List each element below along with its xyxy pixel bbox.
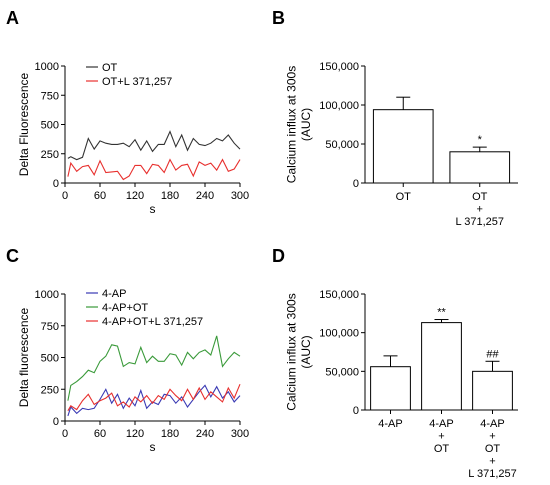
legend-label: OT+L 371,257 — [102, 76, 172, 88]
y-tick-label: 50,000 — [325, 366, 359, 378]
y-tick-label: 500 — [41, 353, 59, 365]
y-tick-label: 1000 — [35, 289, 59, 301]
bar — [449, 151, 511, 184]
bar — [472, 370, 513, 411]
y-axis-label: Calcium influx at 300s(AUC) — [285, 66, 313, 183]
x-tick-label: 300 — [231, 190, 249, 202]
line-chart-c: 0 250 500 750 1000 Delta fluorescence 0 60 120 18… — [17, 288, 249, 454]
y-tick-label: 500 — [41, 120, 59, 132]
y-tick-label: 50,000 — [325, 139, 359, 151]
x-tick-label: 240 — [196, 428, 214, 440]
category-label: 4-AP — [480, 418, 504, 430]
y-tick-label: 150,000 — [319, 61, 359, 73]
category-label: + — [477, 204, 483, 216]
y-tick-label: 0 — [53, 178, 59, 190]
legend-label: 4-AP — [102, 288, 126, 300]
x-tick-label: 180 — [161, 190, 179, 202]
y-tick-label: 0 — [353, 405, 359, 417]
x-axis-label: s — [150, 440, 156, 454]
x-tick-label: 0 — [62, 190, 68, 202]
y-tick-label: 250 — [41, 384, 59, 396]
x-tick-label: 120 — [126, 428, 144, 440]
bar — [372, 109, 434, 184]
x-tick-label: 300 — [231, 428, 249, 440]
y-tick-label: 150,000 — [319, 289, 359, 301]
category-label: OT — [472, 191, 488, 203]
category-label: OT — [434, 443, 450, 455]
category-label: OT — [485, 443, 501, 455]
x-tick-label: 240 — [196, 190, 214, 202]
series-line-0 — [67, 130, 241, 161]
series-line-1 — [67, 335, 241, 401]
significance-mark: ## — [486, 348, 499, 360]
category-label: + — [489, 456, 495, 468]
significance-mark: ** — [437, 307, 446, 319]
y-tick-label: 1000 — [35, 61, 59, 73]
x-tick-label: 60 — [94, 428, 106, 440]
legend-label: 4-AP+OT — [102, 302, 148, 314]
panel-letter-d: D — [272, 246, 285, 266]
category-label: + — [489, 431, 495, 443]
category-label: 4-AP — [378, 418, 402, 430]
x-tick-label: 60 — [94, 190, 106, 202]
panel-letter-a: A — [6, 8, 19, 28]
x-tick-label: 180 — [161, 428, 179, 440]
panel-letter-b: B — [272, 8, 285, 28]
category-label: 4-AP — [429, 418, 453, 430]
series-line-0 — [67, 384, 241, 417]
category-label: L 371,257 — [455, 216, 504, 228]
category-label: L 371,257 — [468, 468, 517, 480]
y-tick-label: 100,000 — [319, 328, 359, 340]
y-axis-label: Delta fluorescence — [17, 307, 31, 407]
y-axis-label: Delta Fluorescence — [17, 72, 31, 176]
y-tick-label: 750 — [41, 90, 59, 102]
bar — [370, 366, 411, 411]
bar — [421, 322, 462, 411]
x-tick-label: 120 — [126, 190, 144, 202]
y-tick-label: 0 — [53, 416, 59, 428]
significance-mark: * — [478, 134, 483, 146]
legend-label: 4-AP+OT+L 371,257 — [102, 316, 203, 328]
category-label: OT — [396, 191, 412, 203]
series-line-1 — [67, 158, 241, 181]
y-tick-label: 0 — [353, 178, 359, 190]
legend-label: OT — [102, 62, 118, 74]
y-tick-label: 750 — [41, 321, 59, 333]
y-tick-label: 250 — [41, 149, 59, 161]
x-axis-label: s — [150, 202, 156, 216]
bar-chart-b: 0 50,000 100,000 150,000 Calcium influx at 3… — [285, 61, 518, 228]
y-tick-label: 100,000 — [319, 100, 359, 112]
line-chart-a: 0 250 500 750 1000 Delta Fluorescence 0 60 120 18… — [17, 61, 249, 216]
category-label: + — [438, 431, 444, 443]
series-line-2 — [67, 383, 241, 412]
x-tick-label: 0 — [62, 428, 68, 440]
y-axis-label: Calcium influx at 300s(AUC) — [285, 293, 313, 410]
bar-chart-d: 0 50,000 100,000 150,000 Calcium influx at 3… — [285, 289, 518, 480]
panel-letter-c: C — [6, 246, 19, 266]
